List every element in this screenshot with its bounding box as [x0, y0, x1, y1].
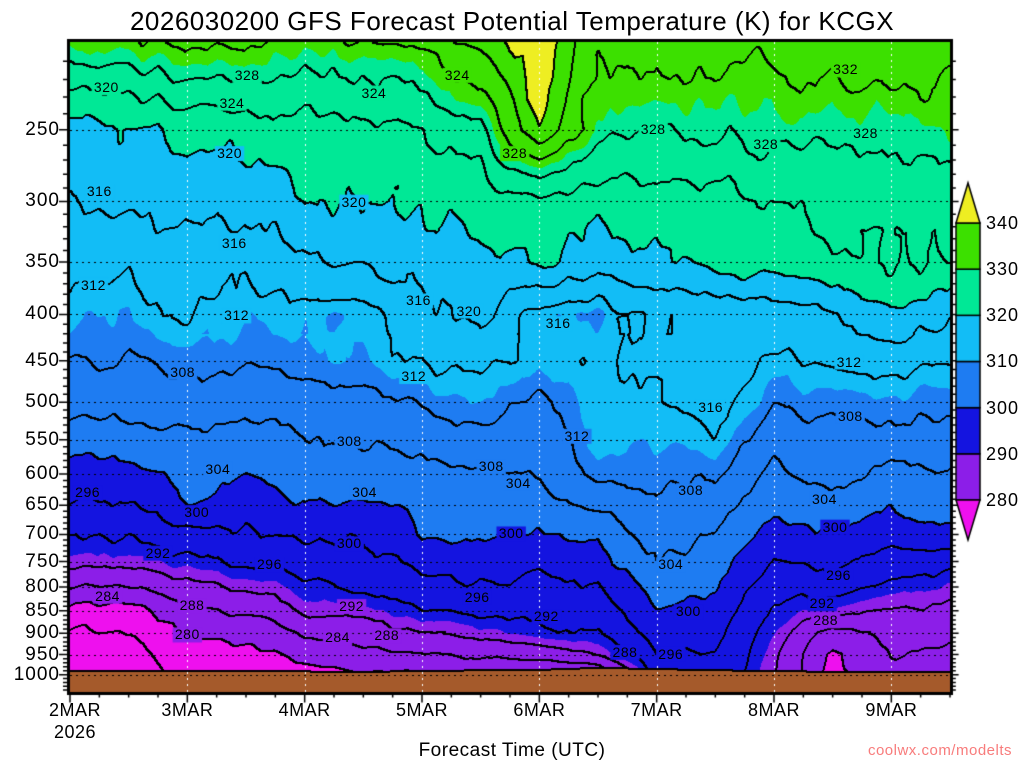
contour-label: 328 [853, 125, 878, 142]
contour-label: 296 [257, 556, 282, 573]
x-tick-label: 5MAR [395, 700, 448, 720]
contour-label: 300 [184, 504, 210, 521]
x-tick-label: 4MAR [278, 700, 331, 720]
contour-label: 316 [406, 292, 431, 309]
contour-label: 308 [478, 458, 504, 475]
contour-label: 300 [675, 603, 701, 620]
contour-label: 316 [221, 234, 247, 251]
year-label: 2026 [53, 722, 97, 742]
contour-label: 308 [837, 407, 863, 424]
contour-label: 304 [658, 556, 684, 573]
y-tick-label: 250 [25, 118, 60, 140]
y-tick-label: 700 [25, 523, 60, 545]
contour-label: 316 [86, 183, 112, 200]
contour-label: 332 [833, 61, 858, 78]
y-tick-label: 400 [25, 303, 60, 325]
contour-label: 328 [234, 66, 260, 83]
chart-title: 2026030200 GFS Forecast Potential Temper… [129, 6, 895, 36]
contour-label: 292 [809, 595, 835, 612]
contour-label: 292 [533, 608, 559, 625]
x-tick-label: 9MAR [865, 700, 918, 720]
contour-label: 300 [498, 525, 524, 542]
contour-label: 284 [95, 587, 120, 604]
contour-label: 312 [401, 368, 427, 385]
x-tick-label: 6MAR [513, 700, 566, 720]
colorbar-tick-label: 300 [986, 397, 1020, 418]
y-tick-label: 600 [25, 462, 60, 484]
y-tick-label: 950 [25, 643, 60, 665]
colorbar-tick-label: 280 [986, 490, 1020, 510]
contour-label: 328 [502, 145, 528, 162]
colorbar-tick-label: 290 [986, 443, 1020, 464]
y-tick-label: 650 [25, 494, 60, 516]
contour-label: 304 [352, 484, 377, 501]
y-tick-label: 350 [25, 250, 60, 272]
contour-label: 316 [698, 398, 724, 415]
contour-label: 308 [170, 363, 196, 380]
contour-label: 300 [822, 518, 848, 535]
contour-label: 288 [612, 643, 638, 660]
contour-label: 324 [444, 66, 470, 83]
contour-label: 320 [341, 193, 367, 210]
colorbar-tick-label: 320 [986, 305, 1020, 326]
contour-label: 288 [813, 612, 839, 629]
y-tick-label: 550 [25, 428, 60, 450]
watermark-text: coolwx.com/modelts [867, 742, 1012, 759]
contour-label: 292 [145, 544, 171, 561]
colorbar-tick-label: 310 [986, 351, 1020, 372]
contour-label: 280 [174, 626, 200, 643]
contour-label: 328 [640, 120, 666, 137]
contour-label: 296 [826, 567, 851, 583]
contour-label: 296 [658, 645, 684, 662]
x-tick-label: 3MAR [161, 700, 214, 720]
contour-label: 312 [81, 276, 106, 293]
contour-label: 328 [753, 136, 779, 153]
contour-label: 320 [217, 145, 242, 162]
y-tick-label: 1000 [13, 663, 60, 685]
contour-label: 312 [224, 307, 250, 324]
contour-label: 320 [456, 302, 482, 319]
contour-label: 324 [361, 84, 387, 101]
x-tick-label: 7MAR [630, 700, 683, 720]
contour-label: 296 [75, 484, 101, 501]
x-tick-label: 2MAR [48, 700, 101, 720]
contour-label: 316 [545, 315, 571, 332]
colorbar-tick-label: 340 [986, 212, 1020, 233]
y-tick-label: 750 [25, 550, 60, 572]
y-tick-label: 450 [25, 349, 60, 371]
y-tick-label: 500 [25, 391, 60, 413]
contour-label: 324 [219, 94, 245, 111]
x-tick-label: 8MAR [747, 700, 800, 720]
contour-label: 288 [374, 627, 400, 644]
contour-label: 304 [205, 460, 231, 477]
colorbar-tick-label: 330 [986, 259, 1020, 280]
contour-label: 308 [678, 482, 704, 499]
contour-label: 312 [836, 353, 862, 370]
contour-label: 300 [336, 535, 362, 552]
contour-label: 308 [336, 432, 362, 449]
y-tick-label: 850 [25, 599, 60, 621]
x-axis-title: Forecast Time (UTC) [418, 740, 606, 761]
y-tick-label: 900 [25, 622, 60, 644]
y-tick-label: 800 [25, 575, 60, 597]
contour-label: 320 [93, 79, 119, 96]
contour-label: 288 [179, 597, 205, 614]
contour-label: 284 [325, 629, 350, 646]
y-tick-label: 300 [25, 190, 60, 212]
contour-label: 304 [505, 474, 531, 491]
contour-label: 296 [464, 588, 490, 605]
contour-label: 292 [339, 598, 365, 615]
contour-label: 304 [812, 490, 837, 507]
contour-label: 312 [564, 427, 590, 444]
